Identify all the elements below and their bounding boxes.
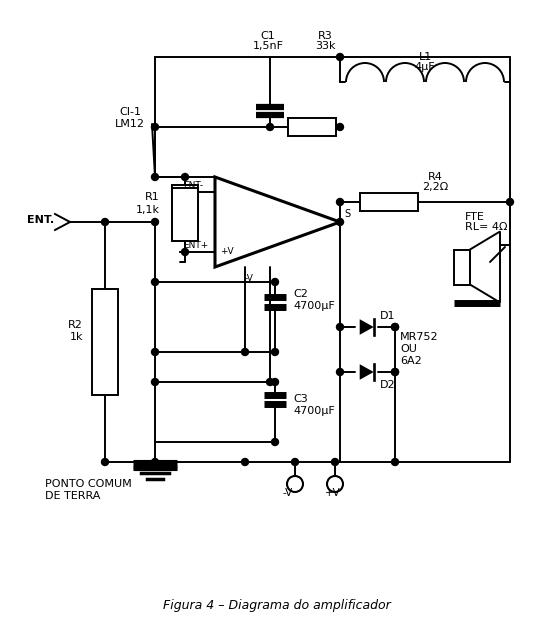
Text: 1,1k: 1,1k [136, 204, 160, 215]
Circle shape [336, 199, 344, 206]
Circle shape [287, 476, 303, 492]
Polygon shape [360, 364, 374, 380]
Circle shape [391, 324, 398, 331]
Bar [172, 185, 198, 237]
Circle shape [336, 218, 344, 225]
Circle shape [271, 438, 279, 445]
Text: 4700μF: 4700μF [293, 406, 335, 416]
Circle shape [152, 173, 159, 180]
Circle shape [152, 218, 159, 225]
Text: 6A2: 6A2 [400, 355, 422, 366]
Text: 1k: 1k [69, 332, 83, 342]
Text: MR752: MR752 [400, 331, 438, 341]
Circle shape [336, 368, 344, 375]
Text: 4μF: 4μF [415, 62, 435, 72]
Text: 1,5nF: 1,5nF [253, 41, 284, 51]
Text: +V: +V [325, 488, 341, 498]
Text: R1: R1 [145, 192, 160, 203]
Text: 4700μF: 4700μF [293, 301, 335, 311]
Text: D1: D1 [380, 311, 395, 321]
Circle shape [266, 124, 274, 131]
Bar [454, 250, 470, 285]
Circle shape [336, 324, 344, 331]
Text: CI-1: CI-1 [119, 107, 141, 117]
Circle shape [152, 348, 159, 355]
Text: 2,2Ω: 2,2Ω [422, 182, 448, 192]
Text: DE TERRA: DE TERRA [45, 491, 100, 501]
Circle shape [327, 476, 343, 492]
Text: C3: C3 [293, 394, 308, 404]
Bar [288, 118, 336, 136]
Text: -V: -V [283, 488, 293, 498]
Text: R2: R2 [68, 320, 83, 330]
Text: 33k: 33k [315, 41, 335, 51]
Text: C2: C2 [293, 289, 308, 299]
Circle shape [152, 124, 159, 131]
Text: ENT+: ENT+ [183, 241, 208, 250]
Text: LM12: LM12 [115, 119, 145, 129]
Circle shape [152, 378, 159, 385]
Circle shape [391, 368, 398, 375]
Text: S: S [344, 209, 350, 219]
Text: +V: +V [220, 247, 234, 256]
Text: RL= 4Ω: RL= 4Ω [465, 222, 507, 233]
Polygon shape [360, 319, 374, 335]
Text: OU: OU [400, 343, 417, 354]
Circle shape [291, 459, 299, 466]
Text: R4: R4 [427, 172, 442, 182]
Circle shape [241, 348, 249, 355]
Text: ENT.: ENT. [27, 215, 54, 225]
Bar [172, 189, 198, 241]
Circle shape [102, 218, 108, 225]
Circle shape [152, 459, 159, 466]
Circle shape [152, 278, 159, 285]
Circle shape [181, 248, 189, 255]
Circle shape [391, 459, 398, 466]
Text: R3: R3 [317, 31, 332, 41]
Text: ENT-: ENT- [183, 181, 203, 190]
Bar [360, 193, 418, 211]
Circle shape [241, 459, 249, 466]
Circle shape [271, 278, 279, 285]
Circle shape [336, 124, 344, 131]
Circle shape [331, 459, 339, 466]
Bar [92, 289, 118, 395]
Text: Figura 4 – Diagrama do amplificador: Figura 4 – Diagrama do amplificador [163, 599, 391, 612]
Circle shape [391, 324, 398, 331]
Circle shape [336, 54, 344, 61]
Circle shape [266, 378, 274, 385]
Circle shape [181, 173, 189, 180]
Circle shape [507, 199, 513, 206]
Text: L1: L1 [418, 52, 432, 62]
Text: FTE: FTE [465, 211, 485, 222]
Text: PONTO COMUM: PONTO COMUM [45, 479, 132, 489]
Circle shape [271, 348, 279, 355]
Circle shape [391, 368, 398, 375]
Text: D2: D2 [380, 380, 395, 390]
Text: -V: -V [245, 274, 254, 283]
Circle shape [271, 378, 279, 385]
Circle shape [102, 459, 108, 466]
Text: C1: C1 [261, 31, 275, 41]
